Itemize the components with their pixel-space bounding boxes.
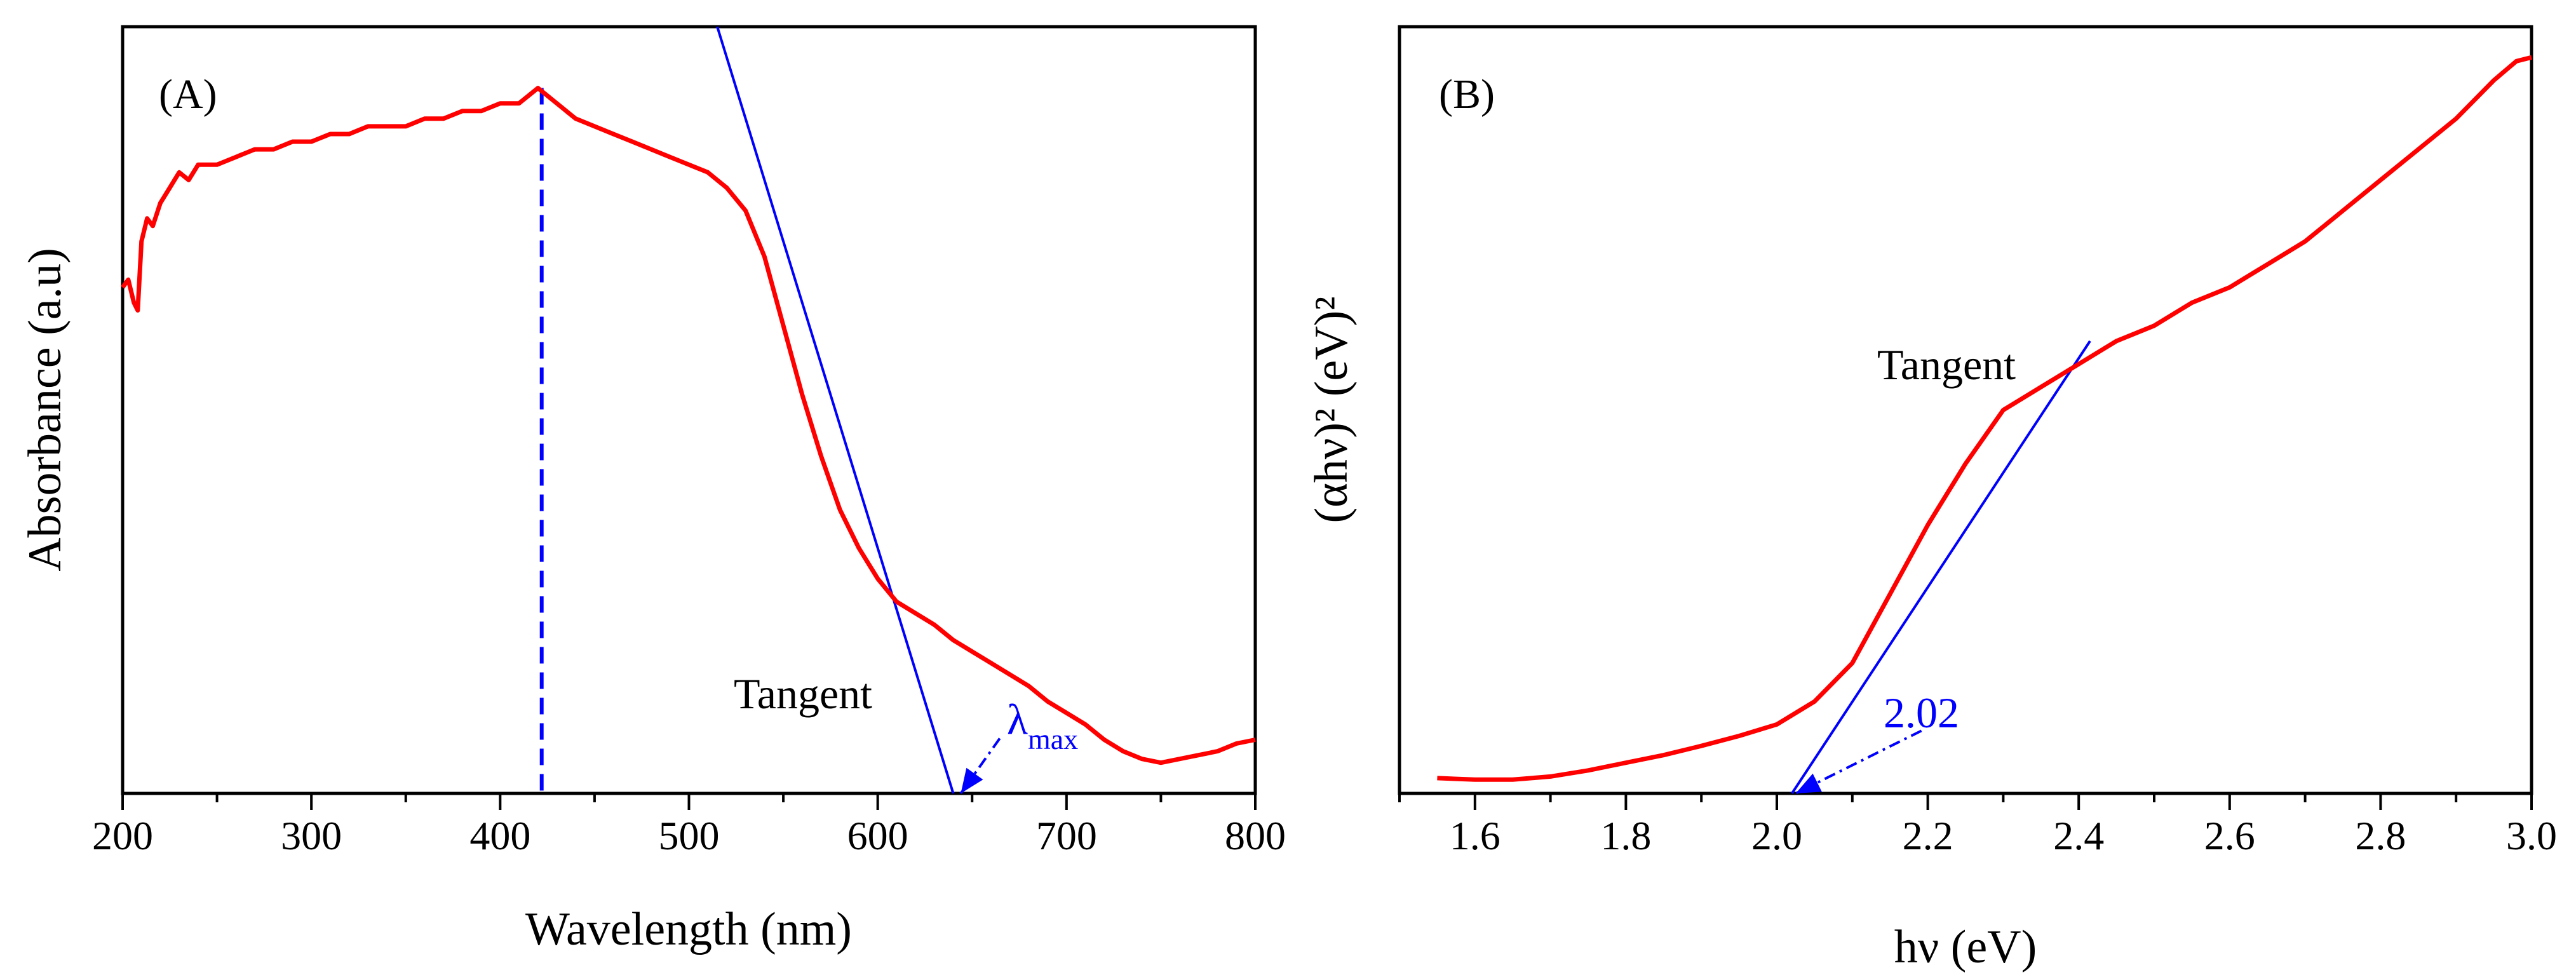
panel-b-arrows xyxy=(1795,729,1922,795)
x-tick-label: 2.4 xyxy=(2053,813,2104,858)
tangent-line xyxy=(1791,340,2091,795)
x-tick-label: 800 xyxy=(1225,813,1286,858)
x-tick-label: 700 xyxy=(1036,813,1097,858)
panel-b-series-group xyxy=(1437,55,2532,782)
x-tick-label: 2.0 xyxy=(1751,813,1802,858)
panel-b-y-axis-title: (αhν)² (eV)² xyxy=(1305,297,1358,523)
panel-b-label: (B) xyxy=(1439,71,1495,118)
panel-a-lambda-max-label: λmax xyxy=(1007,695,1078,755)
x-tick-label: 1.6 xyxy=(1450,813,1500,858)
panel-a: 200 300 400 500 600 700 800 (A) Wavelength (nm… xyxy=(19,25,1286,955)
panel-a-label: (A) xyxy=(159,71,217,118)
panel-a-tangent-label: Tangent xyxy=(734,670,872,718)
x-tick-label: 3.0 xyxy=(2506,813,2557,858)
lambda-subscript: max xyxy=(1028,723,1078,755)
annotation-arrow-head xyxy=(1795,773,1822,793)
panel-b-frame xyxy=(1398,25,2533,795)
panel-b-x-ticks: 1.6 1.8 2.0 2.2 2.4 2.6 2.8 3.0 xyxy=(1398,793,2557,858)
panel-b-tangent-label: Tangent xyxy=(1877,340,2016,389)
x-tick-label: 2.2 xyxy=(1903,813,1953,858)
panel-a-y-axis-title: Absorbance (a.u) xyxy=(19,248,71,572)
lambda-symbol: λ xyxy=(1007,695,1028,743)
x-tick-label: 300 xyxy=(281,813,342,858)
absorbance-curve xyxy=(121,86,1256,765)
x-tick-label: 500 xyxy=(659,813,720,858)
absorbance-curve xyxy=(1437,55,2532,782)
panel-a-x-axis-title: Wavelength (nm) xyxy=(525,903,852,955)
panel-b-x-axis-title: hν (eV) xyxy=(1894,921,2037,973)
x-tick-label: 2.8 xyxy=(2355,813,2406,858)
x-tick-label: 2.6 xyxy=(2204,813,2255,858)
panel-a-series-group xyxy=(121,86,1256,765)
panel-a-x-ticks: 200 300 400 500 600 700 800 xyxy=(92,793,1286,858)
annotation-arrow-head xyxy=(961,767,983,793)
x-tick-label: 600 xyxy=(847,813,908,858)
panel-a-tangent-group xyxy=(716,26,955,794)
panel-b-band-gap-label: 2.02 xyxy=(1884,689,1959,737)
panel-b-tangent-group xyxy=(1791,340,2091,795)
x-tick-label: 200 xyxy=(92,813,153,858)
panel-a-arrows xyxy=(959,738,1001,795)
tangent-line xyxy=(716,26,955,794)
panel-b: 1.6 1.8 2.0 2.2 2.4 2.6 2.8 3.0 (B) hν (eV) (αh… xyxy=(1305,25,2557,973)
x-tick-label: 400 xyxy=(469,813,530,858)
x-tick-label: 1.8 xyxy=(1600,813,1651,858)
